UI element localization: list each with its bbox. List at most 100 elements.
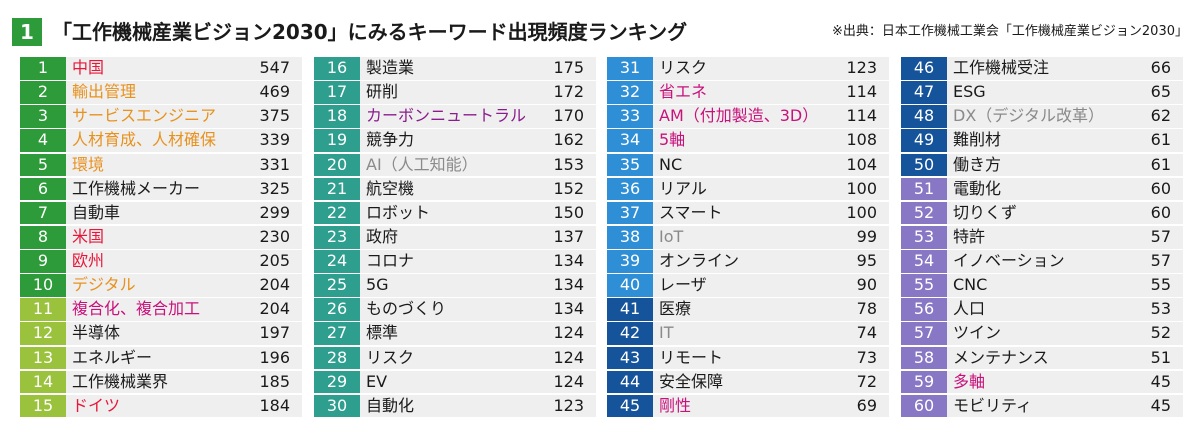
table-row: 32 省エネ 114 — [607, 81, 889, 105]
keyword-cell: 複合化、複合加工 — [72, 299, 201, 319]
table-row: 24 コロナ 134 — [314, 250, 596, 274]
count-cell: 197 — [259, 323, 290, 343]
table-row: 57 ツイン 52 — [901, 322, 1183, 346]
count-cell: 114 — [846, 82, 877, 102]
rank-cell: 10 — [20, 274, 66, 297]
rank-cell: 17 — [314, 81, 360, 104]
keyword-cell: 環境 — [72, 154, 105, 174]
keyword-cell: ロボット — [366, 202, 431, 222]
count-cell: 325 — [259, 178, 290, 198]
count-cell: 60 — [1150, 178, 1171, 198]
row-background — [314, 298, 596, 321]
row-background — [20, 346, 302, 370]
count-cell: 104 — [846, 154, 877, 174]
table-row: 38 IoT 99 — [607, 225, 889, 250]
keyword-cell: レーザ — [659, 275, 707, 295]
count-cell: 134 — [553, 251, 584, 270]
keyword-cell: 欧州 — [72, 251, 105, 270]
table-row: 42 IT 74 — [607, 322, 889, 346]
count-cell: 175 — [553, 58, 584, 77]
rank-cell: 47 — [901, 81, 947, 104]
rank-cell: 31 — [607, 57, 653, 80]
table-row: 8 米国 230 — [20, 225, 302, 250]
table-row: 11 複合化、複合加工 204 — [20, 298, 302, 322]
count-cell: 69 — [856, 395, 877, 415]
count-cell: 547 — [259, 58, 290, 77]
keyword-cell: デジタル — [72, 275, 136, 295]
row-background — [314, 177, 596, 201]
table-row: 55 CNC 55 — [901, 274, 1183, 298]
count-cell: 73 — [856, 347, 877, 367]
table-row: 31 リスク 123 — [607, 57, 889, 81]
keyword-cell: コロナ — [366, 251, 415, 270]
rank-cell: 48 — [901, 105, 947, 128]
count-cell: 51 — [1150, 347, 1171, 367]
row-background — [607, 225, 889, 249]
rank-cell: 24 — [314, 250, 360, 273]
row-background — [20, 201, 302, 225]
count-cell: 339 — [259, 130, 290, 150]
row-background — [901, 177, 1183, 201]
source-note: ※出典：日本工作機械工業会「工作機械産業ビジョン2030」 — [832, 24, 1188, 39]
rank-cell: 26 — [314, 298, 360, 321]
keyword-cell: オンライン — [659, 251, 740, 270]
keyword-cell: 航空機 — [366, 178, 415, 198]
keyword-cell: 中国 — [72, 58, 105, 77]
count-cell: 185 — [259, 371, 290, 391]
count-cell: 230 — [259, 226, 290, 246]
keyword-cell: CNC — [953, 275, 988, 295]
rank-cell: 28 — [314, 346, 360, 370]
rank-cell: 6 — [20, 177, 66, 201]
count-cell: 170 — [553, 106, 584, 126]
keyword-cell: ツイン — [953, 323, 1002, 343]
row-background — [901, 298, 1183, 321]
count-cell: 172 — [553, 82, 584, 102]
keyword-cell: 工作機械受注 — [953, 58, 1050, 77]
rank-cell: 49 — [901, 129, 947, 152]
row-background — [20, 129, 302, 152]
row-background — [901, 225, 1183, 249]
rank-cell: 56 — [901, 298, 947, 321]
rank-cell: 11 — [20, 298, 66, 321]
count-cell: 150 — [553, 202, 584, 222]
table-row: 46 工作機械受注 66 — [901, 57, 1183, 81]
rank-cell: 42 — [607, 322, 653, 345]
rank-cell: 32 — [607, 81, 653, 104]
row-background — [314, 225, 596, 249]
table-row: 33 AM（付加製造、3D） 114 — [607, 105, 889, 129]
table-row: 10 デジタル 204 — [20, 274, 302, 298]
table-row: 2 輸出管理 469 — [20, 81, 302, 105]
row-background — [20, 225, 302, 249]
count-cell: 205 — [259, 251, 290, 270]
row-background — [901, 153, 1183, 177]
rank-cell: 38 — [607, 225, 653, 249]
table-row: 56 人口 53 — [901, 298, 1183, 322]
row-background — [901, 346, 1183, 370]
table-row: 60 モビリティ 45 — [901, 394, 1183, 419]
row-background — [901, 394, 1183, 418]
rank-cell: 50 — [901, 153, 947, 177]
row-background — [901, 201, 1183, 225]
table-row: 36 リアル 100 — [607, 177, 889, 202]
table-row: 1 中国 547 — [20, 57, 302, 81]
row-background — [607, 346, 889, 370]
ranking-column: 16 製造業 175 17 研削 172 18 カーボンニュートラル 170 19 競争力 162 20… — [314, 57, 596, 419]
keyword-cell: 標準 — [366, 323, 399, 343]
table-row: 28 リスク 124 — [314, 346, 596, 371]
table-row: 19 競争力 162 — [314, 129, 596, 153]
row-background — [607, 201, 889, 225]
count-cell: 123 — [553, 395, 584, 415]
count-cell: 331 — [259, 154, 290, 174]
keyword-cell: 多軸 — [953, 371, 986, 391]
rank-cell: 35 — [607, 153, 653, 177]
count-cell: 52 — [1150, 323, 1171, 343]
table-row: 37 スマート 100 — [607, 201, 889, 226]
rank-cell: 58 — [901, 346, 947, 370]
count-cell: 53 — [1150, 299, 1171, 319]
keyword-cell: 競争力 — [366, 130, 415, 150]
keyword-cell: 政府 — [366, 226, 399, 246]
title-number-badge: 1 — [12, 18, 42, 46]
row-background — [20, 298, 302, 321]
table-row: 29 EV 124 — [314, 370, 596, 395]
table-row: 59 多軸 45 — [901, 370, 1183, 395]
